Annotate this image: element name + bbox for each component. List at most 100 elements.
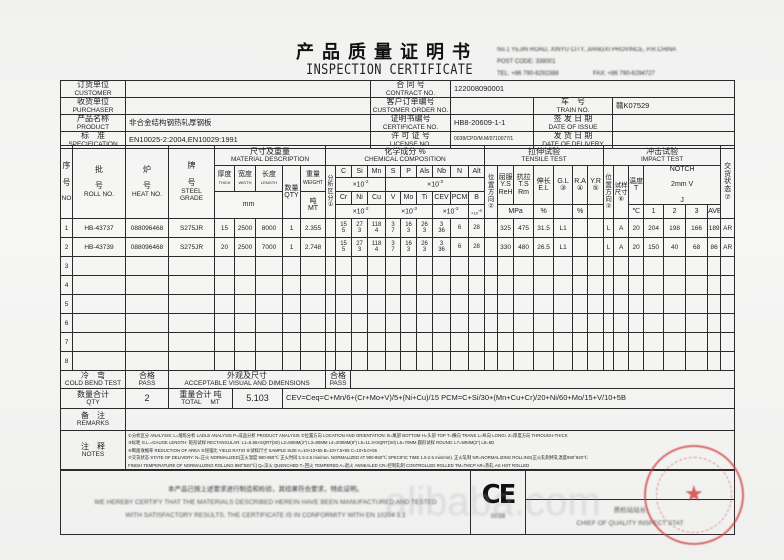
cell-chem-p: 16 3 (400, 237, 418, 258)
cell-qty: 1 (282, 218, 301, 239)
cell-impact-3 (685, 256, 709, 277)
cell-impact-sample (613, 332, 630, 353)
cell-impact-position (603, 256, 615, 277)
cell-delivery (720, 351, 736, 372)
cell-impact-3: 68 (685, 237, 709, 258)
cell-thick: 20 (214, 237, 235, 258)
factor-e-2-row2: ×10-2 (335, 204, 387, 220)
cell-chem-nb (432, 351, 452, 372)
cell-chem-als (416, 332, 434, 353)
customer-label: 订货单位 CUSTOMER (60, 80, 126, 98)
cell-impact-1: 150 (643, 237, 665, 258)
cell-tensile-yr (587, 313, 605, 334)
cell-tensile-el (533, 351, 555, 372)
element-alt: Alt (468, 165, 486, 178)
cell-chem-mn: 118 4 (367, 237, 387, 258)
note-line: ⑦交货状态 STATE OF DELIVERY: N=正火 NORMALIZED… (128, 455, 588, 461)
cell-impact-temp: 20 (628, 237, 645, 258)
impact-col-ave: AVE (707, 204, 722, 220)
cell-width (234, 332, 256, 353)
cell-thick (214, 351, 235, 372)
chem-value: 3 (406, 247, 411, 254)
summary-table: 冷 弯 COLD BEND TEST 合格 PASS 外观及尺寸 ACCEPTABLE… (60, 370, 736, 471)
impact-col-1: 1 (643, 204, 665, 220)
cell-chem-n (450, 275, 470, 296)
element-mn: Mn (367, 165, 387, 178)
cell-chem-mn (367, 351, 387, 372)
table-row: 2 HB-43739 088096468 S275JR 20 2500 7000 1 2.748… (60, 237, 736, 258)
table-row: 4 (60, 275, 736, 296)
element-n: N (450, 165, 470, 178)
customer-value (125, 80, 371, 98)
cell-tensile-ys (497, 332, 515, 353)
cell-impact-ave (707, 256, 722, 277)
cell-chem-als: 26 3 (416, 218, 434, 239)
cell-roll (72, 256, 126, 277)
cell-width (234, 275, 256, 296)
cell-analysis (325, 218, 337, 239)
header-tensile-test: 拉伸试验 TENSILE TEST (484, 145, 605, 166)
title-chinese: 产品质量证明书 (296, 42, 478, 62)
cell-heat (125, 256, 169, 277)
certificate-no-label: 证明书编号 CERTIFICATE NO. (370, 113, 451, 132)
chem-value: 5 (341, 228, 346, 235)
cell-chem-p (400, 351, 418, 372)
cell-chem-si (351, 332, 369, 353)
cell-impact-position (603, 294, 615, 315)
chem-value: 6 (457, 244, 462, 251)
cell-tensile-el (533, 256, 555, 277)
cell-impact-3 (685, 294, 709, 315)
cell-chem-s (385, 351, 402, 372)
purchaser-value (125, 96, 371, 115)
cell-chem-mn (367, 313, 387, 334)
weight-total-value: 5.103 (232, 388, 283, 409)
factor-e-3: ×10-3 (385, 177, 486, 192)
cell-impact-temp (628, 351, 645, 372)
remarks-value (124, 408, 736, 431)
header-temperature: 温度 T (628, 164, 645, 206)
cell-chem-nb (432, 256, 452, 277)
cell-weight: 2.355 (299, 218, 327, 239)
element-mo: Mo (400, 190, 418, 206)
cell-impact-2 (663, 351, 687, 372)
row-no: 6 (60, 313, 73, 334)
header-analysis: 分析区分① (325, 164, 337, 220)
cell-tensile-ra (572, 218, 589, 239)
chem-value: 27 (356, 240, 363, 247)
note-line: ④断面收缩率 REDUCTION OF AREA ⑤屈强比 YIELD RATI… (128, 447, 377, 453)
cell-impact-position (603, 313, 615, 334)
cell-length: 8000 (255, 218, 283, 239)
cell-impact-2: 198 (663, 218, 687, 239)
qty-total-value: 2 (125, 388, 169, 409)
cell-chem-s (385, 313, 402, 334)
cell-impact-2 (663, 256, 687, 277)
product-label: 产品名称 PRODUCT (60, 113, 126, 132)
table-row: 3 (60, 256, 736, 277)
cell-grade: S275JR (168, 237, 215, 258)
cell-length (255, 313, 283, 334)
cell-grade (168, 332, 215, 353)
header-no: 序号 NO (60, 144, 73, 220)
chem-value: 3 (391, 221, 395, 228)
cell-chem-mn: 118 4 (367, 218, 387, 239)
factor-e-3-row2: ×10-3 (385, 204, 434, 220)
cell-impact-temp: 20 (628, 218, 645, 239)
cell-delivery: AR (720, 237, 736, 258)
date-of-issue-label: 签 发 日 期 DATE OF ISSUE (533, 113, 613, 132)
cell-impact-1 (643, 332, 665, 353)
cell-tensile-ys (497, 351, 515, 372)
cell-chem-alt (468, 275, 486, 296)
cell-thick (214, 275, 235, 296)
cell-analysis (325, 332, 337, 353)
header-impact-test: 冲击试验 IMPACT TEST (603, 145, 722, 166)
cell-impact-1 (643, 351, 665, 372)
chem-value: 3 (391, 240, 395, 247)
cell-chem-n (450, 313, 470, 334)
cell-impact-sample (613, 256, 630, 277)
date-of-issue-value (611, 113, 736, 132)
cell-impact-sample (613, 313, 630, 334)
cell-impact-ave (707, 351, 722, 372)
cell-impact-temp (628, 332, 645, 353)
unit-celsius: ℃ (628, 204, 645, 220)
